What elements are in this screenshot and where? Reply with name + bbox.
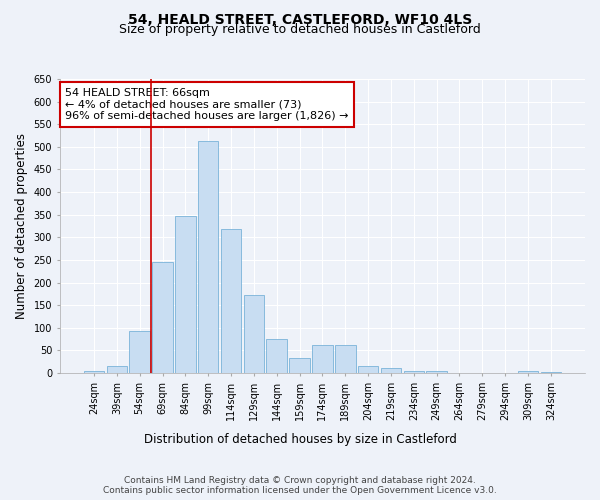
Bar [175, 216, 196, 373]
Bar [312, 345, 332, 373]
Text: 54 HEALD STREET: 66sqm
← 4% of detached houses are smaller (73)
96% of semi-deta: 54 HEALD STREET: 66sqm ← 4% of detached … [65, 88, 349, 121]
Bar [152, 262, 173, 373]
Bar [380, 368, 401, 373]
Bar [427, 371, 447, 373]
Text: Contains HM Land Registry data © Crown copyright and database right 2024.
Contai: Contains HM Land Registry data © Crown c… [103, 476, 497, 495]
Bar [130, 332, 150, 373]
Text: Size of property relative to detached houses in Castleford: Size of property relative to detached ho… [119, 22, 481, 36]
Y-axis label: Number of detached properties: Number of detached properties [15, 133, 28, 319]
Bar [404, 370, 424, 373]
Bar [541, 372, 561, 373]
Bar [83, 370, 104, 373]
Bar [358, 366, 379, 373]
Bar [518, 370, 538, 373]
Bar [335, 345, 356, 373]
Text: 54, HEALD STREET, CASTLEFORD, WF10 4LS: 54, HEALD STREET, CASTLEFORD, WF10 4LS [128, 12, 472, 26]
Bar [266, 339, 287, 373]
Text: Distribution of detached houses by size in Castleford: Distribution of detached houses by size … [143, 432, 457, 446]
Bar [107, 366, 127, 373]
Bar [198, 141, 218, 373]
Bar [221, 229, 241, 373]
Bar [244, 295, 264, 373]
Bar [289, 358, 310, 373]
